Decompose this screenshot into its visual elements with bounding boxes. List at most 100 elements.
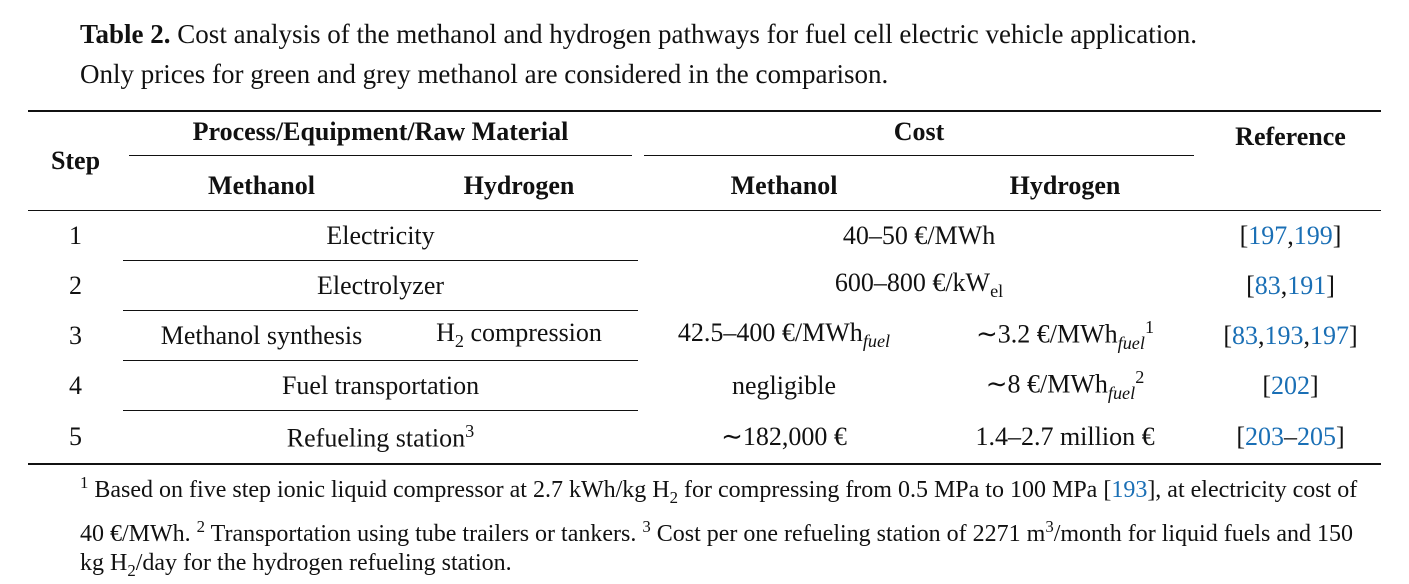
text: 600–800 €/kW (834, 268, 991, 298)
supscript: 1 (80, 473, 89, 492)
reference-link[interactable]: 83 (1254, 270, 1281, 300)
caption-line: Cost analysis of the methanol and hydrog… (177, 19, 1197, 49)
reference-link[interactable]: 191 (1287, 270, 1327, 300)
cell: 600–800 €/kWel (638, 261, 1200, 311)
subscript: 2 (669, 487, 679, 507)
header-cell: Methanol (638, 161, 931, 211)
cell: Methanol synthesis (123, 310, 400, 361)
reference-link[interactable]: 202 (1271, 370, 1311, 400)
reference-link[interactable]: 193 (1264, 320, 1304, 350)
subscript: fuel (862, 331, 891, 352)
cell: [83,193,197] (1200, 311, 1381, 361)
text: Fuel transportation (281, 370, 480, 400)
cell: Electricity (123, 210, 639, 261)
subscript: 2 (454, 331, 464, 352)
text: ] (1326, 270, 1335, 300)
text: ] (1310, 370, 1319, 400)
text: /month for liquid fuels and 150 kg H (80, 520, 1354, 576)
text: [ (1223, 320, 1233, 350)
text: 1.4–2.7 million € (975, 421, 1155, 451)
reference-link[interactable]: 83 (1232, 320, 1259, 350)
reference-link[interactable]: 197 (1248, 220, 1288, 250)
cell: [197,199] (1200, 211, 1381, 261)
cell: 40–50 €/MWh (638, 211, 1200, 261)
text: Electrolyzer (316, 270, 445, 300)
table: Step Process/Equipment/Raw Material Cost… (28, 110, 1382, 465)
reference-link[interactable]: 203 (1245, 421, 1285, 451)
text: Based on five step ionic liquid compress… (88, 477, 670, 503)
text: Refueling station (286, 423, 466, 453)
text: H (436, 318, 455, 348)
text: Cost per one refueling station of 2271 m (650, 520, 1046, 547)
text: Methanol synthesis (160, 320, 363, 350)
cell: 4 (69, 370, 82, 400)
text: , (1287, 220, 1294, 250)
supscript: 3 (465, 420, 475, 441)
text: , (1280, 270, 1288, 300)
cell: 5 (28, 410, 123, 465)
cell: [83,191] (1200, 261, 1381, 311)
cell: 1.4–2.7 million € (930, 410, 1201, 465)
text: compression (463, 318, 602, 348)
header-cell: Process/Equipment/Raw Material (123, 110, 639, 161)
text: for compressing from 0.5 MPa to 100 MPa … (678, 477, 1112, 503)
subscript: fuel (1117, 332, 1145, 353)
cell: 3 (69, 320, 82, 350)
text: negligible (732, 370, 836, 400)
cell: 2 (69, 270, 82, 300)
text: ] (1336, 421, 1345, 451)
text: [ (1236, 421, 1246, 451)
reference-link[interactable]: 193 (1111, 477, 1148, 503)
reference-link[interactable]: 199 (1293, 220, 1333, 250)
text: Transportation using tube trailers or ta… (205, 520, 643, 547)
reference-link[interactable]: 197 (1310, 320, 1350, 350)
header-text: Cost (644, 117, 1195, 156)
cell: ∼182,000 € (638, 410, 931, 465)
cell: ∼8 €/MWhfuel2 (930, 361, 1200, 411)
header-cell: Reference (1200, 110, 1382, 211)
supscript: 3 (1045, 516, 1054, 536)
text: ∼8 €/MWh (985, 369, 1108, 399)
header-cell: Cost (638, 110, 1201, 161)
text: ] (1349, 320, 1358, 350)
text: ∼3.2 €/MWh (975, 319, 1118, 349)
header-cell: Hydrogen (930, 161, 1201, 211)
cell: 42.5–400 €/MWhfuel (638, 311, 930, 361)
text: [ (1262, 370, 1272, 400)
footnotes: 1 Based on five step ionic liquid compre… (80, 468, 1380, 584)
supscript: 2 (1135, 367, 1145, 388)
text: ] (1332, 220, 1342, 250)
reference-link[interactable]: 205 (1297, 421, 1337, 451)
text: [ (1246, 270, 1255, 300)
cell: 1 (69, 220, 82, 250)
cell: [203–205] (1200, 410, 1382, 465)
cell: Refueling station3 (123, 410, 639, 465)
supscript: 2 (196, 516, 206, 536)
caption: Table 2. Cost analysis of the methanol a… (80, 14, 1197, 94)
cell: H2 compression (400, 310, 639, 361)
supscript: 1 (1144, 317, 1155, 338)
text: [ (1239, 220, 1249, 250)
text: 42.5–400 €/MWh (677, 318, 863, 348)
cell: ∼3.2 €/MWhfuel1 (930, 311, 1200, 361)
header-cell: Hydrogen (400, 161, 639, 211)
subscript: el (990, 281, 1004, 302)
header-cell: Step (28, 110, 123, 211)
text: ], at electricity cost of 40 €/MWh. (80, 477, 1358, 547)
subscript: 2 (127, 560, 136, 580)
text: ∼182,000 € (721, 421, 847, 451)
text: , (1303, 320, 1311, 350)
text: Electricity (326, 220, 435, 250)
header-text: Process/Equipment/Raw Material (129, 117, 633, 156)
supscript: 3 (642, 516, 651, 536)
subscript: fuel (1107, 382, 1136, 403)
cell: negligible (638, 361, 930, 411)
caption-line: Only prices for green and grey methanol … (80, 59, 889, 89)
text: /day for the hydrogen refueling station. (135, 549, 512, 576)
cell: Fuel transportation (123, 360, 639, 411)
cell: [202] (1200, 361, 1381, 411)
text: 40–50 €/MWh (842, 220, 996, 250)
text: – (1284, 421, 1298, 451)
text: , (1258, 320, 1265, 350)
